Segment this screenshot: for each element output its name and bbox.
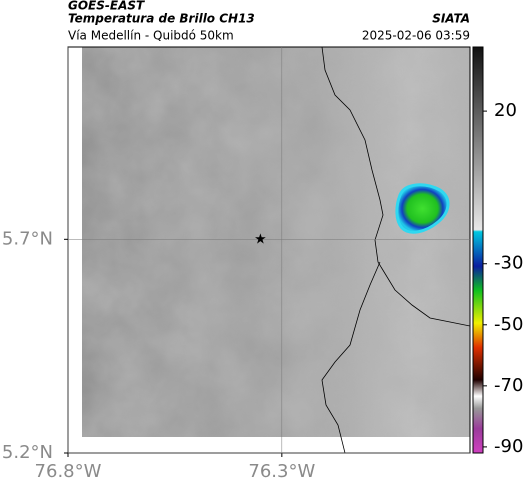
- colorbar-label: -70: [494, 375, 523, 396]
- x-tick-label: 76.8°W: [35, 461, 102, 482]
- x-tick-label: 76.3°W: [248, 461, 315, 482]
- colorbar-label: -90: [494, 436, 523, 457]
- colorbar-label: -30: [494, 253, 523, 274]
- colorbar: [472, 46, 484, 454]
- timestamp: 2025-02-06 03:59: [362, 29, 470, 43]
- satellite-image: [82, 47, 470, 453]
- product: Temperatura de Brillo CH13: [68, 12, 255, 26]
- y-tick-label: 5.2°N: [2, 442, 53, 463]
- route: Vía Medellín - Quibdó 50km: [68, 29, 234, 43]
- agency: SIATA: [432, 12, 470, 26]
- location-marker: ★: [254, 231, 267, 247]
- colorbar-label: 20: [494, 100, 517, 121]
- y-tick-label: 5.7°N: [2, 228, 53, 249]
- colorbar-label: -50: [494, 314, 523, 335]
- satellite: GOES-EAST: [68, 0, 145, 13]
